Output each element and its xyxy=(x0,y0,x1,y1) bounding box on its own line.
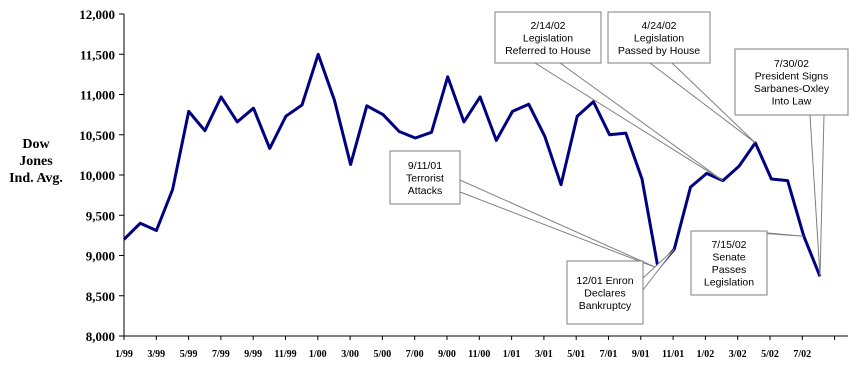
y-tick-label: 9,500 xyxy=(86,208,115,223)
x-tick-label: 9/01 xyxy=(632,349,650,360)
x-tick-label: 1/00 xyxy=(309,349,327,360)
y-axis-title-line-1: Dow xyxy=(22,137,50,152)
x-tick-label: 11/01 xyxy=(662,349,684,360)
x-tick-label: 5/00 xyxy=(374,349,392,360)
callout-7-15-02-box xyxy=(690,230,768,296)
callout-7-15-02-text-line: Legislation xyxy=(704,277,754,289)
callout-enron-text-line: Declares xyxy=(584,287,625,299)
callout-2-14-02-pointer xyxy=(533,62,724,182)
x-tick-label: 7/00 xyxy=(406,349,424,360)
callout-9-11-01-text-line: Attacks xyxy=(408,185,442,197)
y-tick-label: 10,500 xyxy=(79,128,115,143)
callout-7-30-02-text-line: 7/30/02 xyxy=(774,58,809,70)
x-tick-label: 7/99 xyxy=(212,349,230,360)
x-tick-label: 9/00 xyxy=(438,349,456,360)
callout-2-14-02-text-line: 2/14/02 xyxy=(530,20,565,32)
y-axis-title: Dow Jones Ind. Avg. xyxy=(0,136,72,187)
callout-4-24-02-text-line: Legislation xyxy=(634,32,684,44)
y-axis-title-line-2: Jones xyxy=(19,154,53,169)
callout-2-14-02-text-line: Legislation xyxy=(523,32,573,44)
y-tick-label: 8,500 xyxy=(86,289,115,304)
y-tick-label: 10,000 xyxy=(79,168,115,183)
callout-7-15-02-text-line: Senate xyxy=(712,252,745,264)
x-tick-label: 5/99 xyxy=(180,349,198,360)
callout-9-11-01-text-line: 9/11/01 xyxy=(408,160,442,172)
x-tick-label: 3/02 xyxy=(729,349,747,360)
callout-enron-box xyxy=(566,260,644,325)
callout-7-15-02-text-line: Passes xyxy=(712,264,746,276)
x-tick-label: 3/01 xyxy=(535,349,553,360)
x-tick-label: 9/99 xyxy=(244,349,262,360)
x-tick-label: 11/00 xyxy=(468,349,490,360)
y-tick-label: 12,000 xyxy=(79,7,115,22)
x-tick-label: 1/02 xyxy=(697,349,715,360)
dow-series-line xyxy=(122,52,822,277)
callout-enron-text-line: 12/01 Enron xyxy=(576,275,633,287)
callout-7-30-02-text-line: President Signs xyxy=(755,71,829,83)
callout-7-30-02-text-line: Into Law xyxy=(772,96,812,108)
y-tick-label: 9,000 xyxy=(86,249,115,264)
callout-enron-text-line: Bankruptcy xyxy=(579,300,632,312)
x-tick-label: 7/01 xyxy=(600,349,618,360)
callout-9-11-01-pointer xyxy=(459,179,659,269)
callout-9-11-01-text-line: Terrorist xyxy=(406,172,444,184)
y-tick-label: 8,000 xyxy=(86,329,115,344)
x-tick-label: 11/99 xyxy=(274,349,296,360)
x-tick-label: 1/99 xyxy=(115,349,133,360)
y-tick-label: 11,500 xyxy=(80,47,115,62)
callout-7-15-02-text-line: 7/15/02 xyxy=(711,239,746,251)
x-tick-label: 3/00 xyxy=(341,349,359,360)
x-tick-label: 7/02 xyxy=(793,349,811,360)
callout-9-11-01-box xyxy=(389,150,461,205)
y-axis-title-line-3: Ind. Avg. xyxy=(9,171,63,186)
x-tick-label: 5/01 xyxy=(567,349,585,360)
y-tick-label: 11,000 xyxy=(80,88,115,103)
callout-7-30-02-pointer xyxy=(809,114,825,277)
callout-2-14-02-text-line: Referred to House xyxy=(505,45,591,57)
callout-7-30-02-box xyxy=(734,48,849,116)
callout-7-30-02-text-line: Sarbanes-Oxley xyxy=(754,83,830,95)
x-tick-label: 1/01 xyxy=(503,349,521,360)
x-tick-label: 3/99 xyxy=(147,349,165,360)
callout-4-24-02-text-line: 4/24/02 xyxy=(641,20,676,32)
x-tick-label: 5/02 xyxy=(761,349,779,360)
callout-4-24-02-text-line: Passed by House xyxy=(618,45,700,57)
callout-2-14-02-box xyxy=(494,11,602,64)
callout-4-24-02-box xyxy=(607,11,711,64)
